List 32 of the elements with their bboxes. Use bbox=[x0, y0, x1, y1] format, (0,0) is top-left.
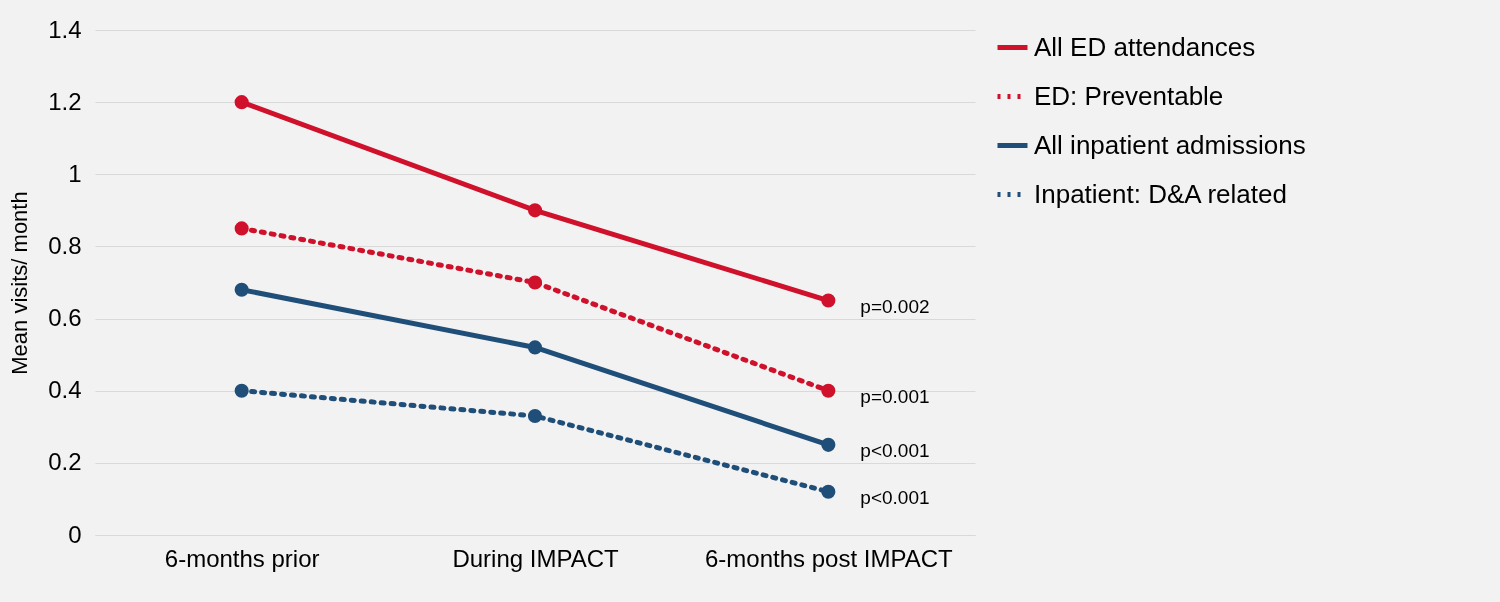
point bbox=[821, 383, 836, 398]
y-tick-label: 1.2 bbox=[48, 87, 82, 115]
point bbox=[527, 340, 543, 355]
point bbox=[527, 203, 543, 218]
annotation: p<0.001 bbox=[860, 439, 930, 461]
y-tick-label: 0.2 bbox=[48, 448, 82, 476]
legend-label: All ED attendances bbox=[1034, 31, 1256, 62]
point bbox=[821, 437, 836, 452]
legend-label: Inpatient: D&A related bbox=[1034, 178, 1287, 209]
point bbox=[527, 408, 543, 424]
y-tick-label: 1.4 bbox=[48, 15, 82, 43]
y-tick-label: 1 bbox=[68, 159, 82, 187]
y-tick-label: 0.6 bbox=[48, 304, 82, 332]
x-tick-label: 6-months post IMPACT bbox=[705, 544, 953, 572]
legend-label: ED: Preventable bbox=[1034, 80, 1224, 111]
y-tick-label: 0 bbox=[68, 520, 82, 548]
point bbox=[234, 282, 249, 297]
y-axis-title: Mean visits/ month bbox=[7, 191, 33, 375]
point bbox=[821, 484, 836, 499]
legend-label: All inpatient admissions bbox=[1034, 129, 1306, 160]
y-tick-label: 0.8 bbox=[48, 231, 82, 259]
point bbox=[234, 95, 249, 110]
point bbox=[234, 221, 249, 236]
annotation: p=0.001 bbox=[860, 385, 930, 407]
annotation: p=0.002 bbox=[860, 295, 930, 317]
y-tick-label: 0.4 bbox=[48, 376, 82, 404]
annotation: p<0.001 bbox=[860, 486, 930, 508]
x-tick-label: During IMPACT bbox=[452, 544, 619, 572]
point bbox=[527, 275, 543, 290]
x-tick-label: 6-months prior bbox=[164, 544, 320, 572]
point bbox=[821, 293, 836, 308]
point bbox=[234, 383, 249, 398]
